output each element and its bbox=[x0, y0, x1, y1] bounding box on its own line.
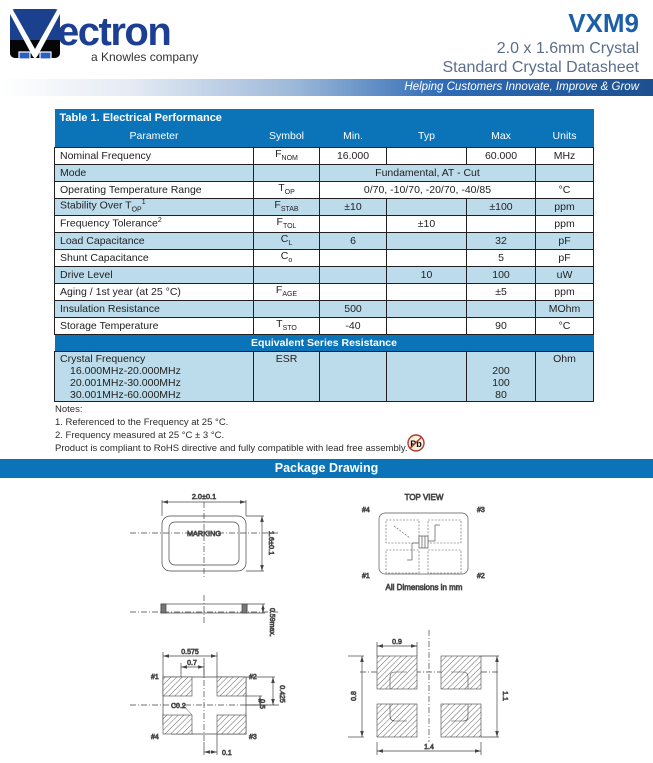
svg-text:C0.2: C0.2 bbox=[171, 703, 186, 710]
svg-text:0.7: 0.7 bbox=[187, 660, 197, 667]
svg-text:1.6±0.1: 1.6±0.1 bbox=[267, 531, 276, 555]
svg-text:1.4: 1.4 bbox=[424, 744, 434, 751]
svg-text:2.0±0.1: 2.0±0.1 bbox=[192, 492, 216, 501]
svg-text:1.1: 1.1 bbox=[501, 691, 508, 701]
svg-text:#2: #2 bbox=[249, 674, 257, 681]
svg-text:#3: #3 bbox=[477, 507, 485, 514]
svg-text:0.9: 0.9 bbox=[392, 639, 402, 646]
svg-text:0.8: 0.8 bbox=[351, 691, 358, 701]
svg-text:All Dimensions in mm: All Dimensions in mm bbox=[386, 583, 463, 592]
svg-text:TOP VIEW: TOP VIEW bbox=[405, 493, 444, 502]
svg-text:#1: #1 bbox=[151, 674, 159, 681]
svg-text:#4: #4 bbox=[362, 507, 370, 514]
svg-text:#1: #1 bbox=[362, 573, 370, 580]
svg-text:0.575: 0.575 bbox=[181, 649, 199, 656]
svg-text:MARKING: MARKING bbox=[187, 529, 221, 538]
svg-text:0.59max.: 0.59max. bbox=[268, 608, 275, 637]
svg-text:Pb: Pb bbox=[410, 439, 422, 449]
svg-text:#4: #4 bbox=[151, 734, 159, 741]
svg-text:#3: #3 bbox=[249, 734, 257, 741]
svg-text:0.425: 0.425 bbox=[278, 685, 285, 703]
svg-text:0.5: 0.5 bbox=[258, 699, 265, 709]
svg-text:#2: #2 bbox=[477, 573, 485, 580]
svg-text:0.1: 0.1 bbox=[222, 750, 232, 757]
